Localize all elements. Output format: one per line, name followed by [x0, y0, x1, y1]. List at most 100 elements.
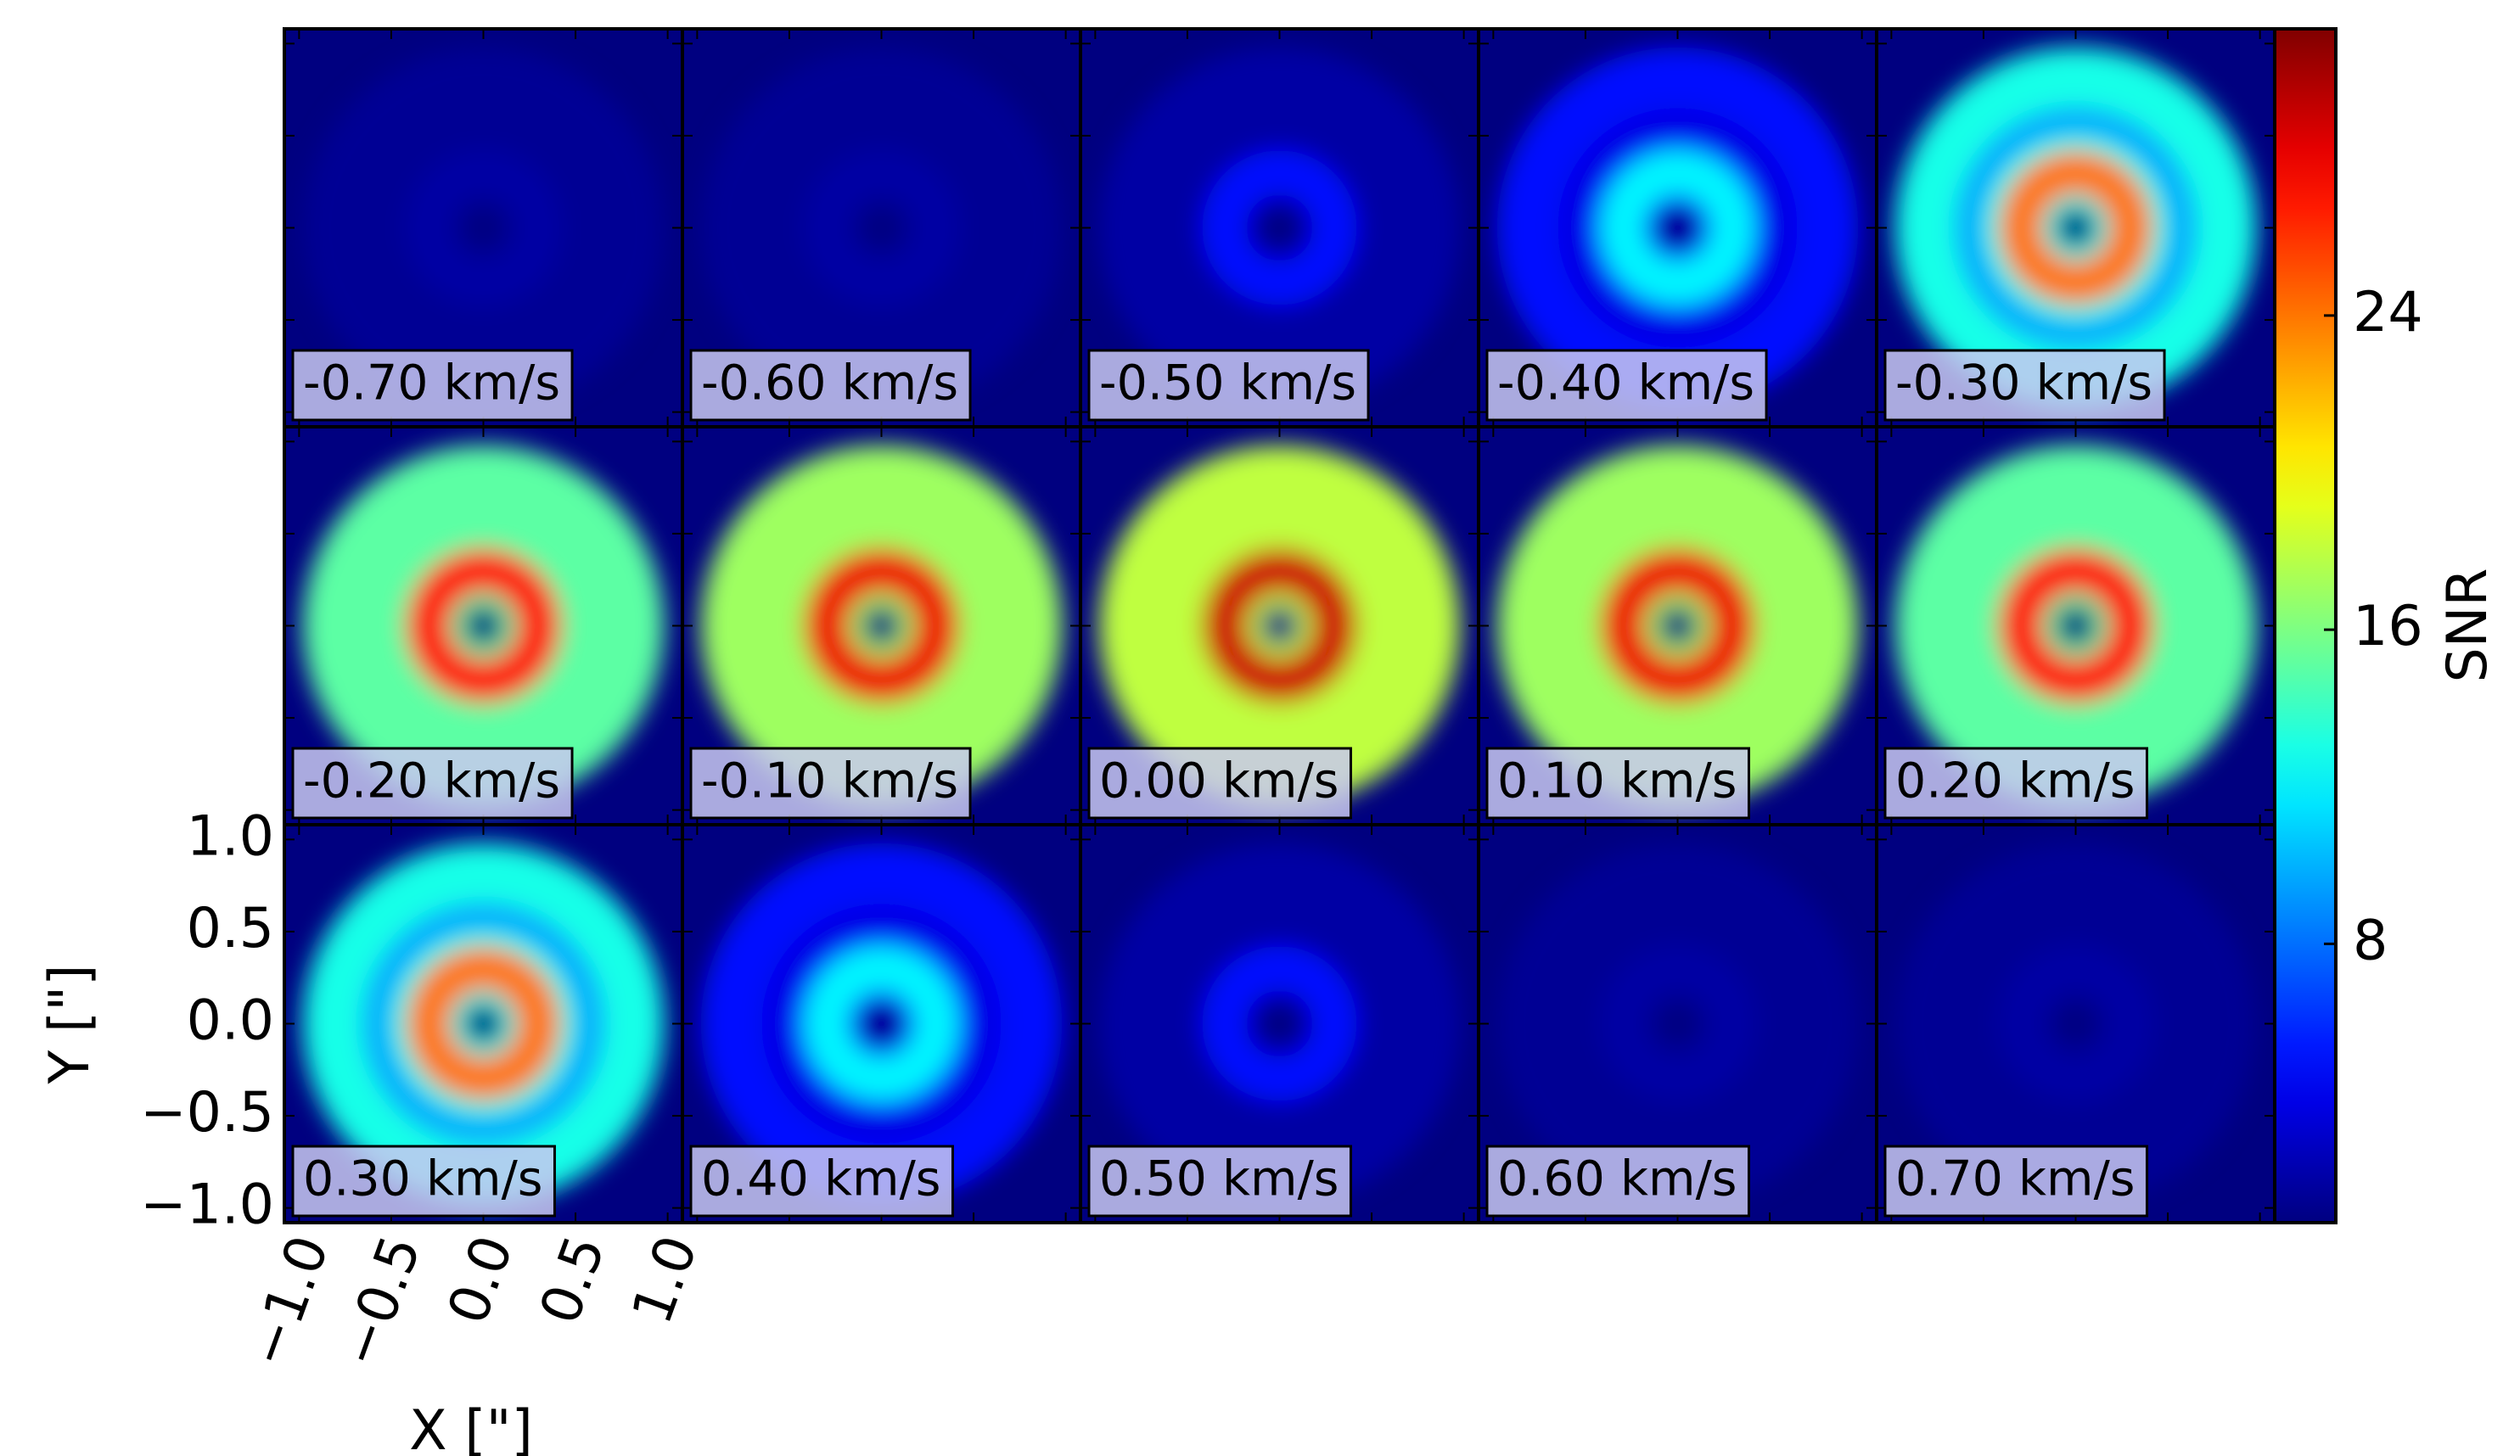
emission [1894, 47, 2257, 409]
colorbar-tick-label: 24 [2353, 281, 2423, 344]
emission [700, 445, 1063, 807]
emission [302, 445, 665, 807]
panel-label: -0.30 km/s [1895, 356, 2152, 412]
center-hole [463, 1003, 504, 1044]
panel-label: 0.50 km/s [1099, 1151, 1339, 1207]
inner-ring [406, 548, 561, 703]
center-hole [1657, 207, 1698, 249]
x-tick-label: −1.0 [236, 1228, 341, 1375]
inner-ring [804, 548, 959, 703]
inner-ring [804, 150, 959, 305]
emission [1098, 843, 1461, 1205]
center-hole [1259, 207, 1300, 249]
emission [1496, 445, 1859, 807]
panel-label-box [1883, 747, 2148, 820]
center-hole [861, 207, 902, 249]
x-tick-label: −0.5 [328, 1228, 433, 1375]
panel-label-box [1485, 1145, 1750, 1218]
emission [302, 47, 665, 409]
panel-label-box [291, 747, 574, 820]
center-hole [1259, 1003, 1300, 1044]
colorbar-label: SNR [2436, 568, 2500, 682]
panel-label: -0.20 km/s [303, 753, 560, 809]
panel-label-box [689, 349, 972, 422]
panel-label-box [291, 1145, 556, 1218]
inner-ring [1202, 150, 1357, 305]
panel-label: 0.60 km/s [1497, 1151, 1737, 1207]
emission [1894, 843, 2257, 1205]
inner-ring [804, 946, 959, 1101]
inner-ring [1600, 150, 1755, 305]
emission [1496, 843, 1859, 1205]
inner-ring [1998, 946, 2153, 1101]
center-hole [463, 207, 504, 249]
panel-label: -0.50 km/s [1099, 356, 1356, 412]
center-hole [861, 1003, 902, 1044]
panel [682, 29, 1080, 427]
panel-label: -0.70 km/s [303, 356, 560, 412]
emission [1098, 47, 1461, 409]
center-hole [1657, 1003, 1698, 1044]
gap-ring [761, 904, 1002, 1144]
panel-label: 0.40 km/s [701, 1151, 940, 1207]
panel [1080, 29, 1479, 427]
y-tick-label: 0.0 [187, 989, 274, 1053]
inner-ring [1998, 548, 2153, 703]
emission [700, 843, 1063, 1205]
center-hole [2055, 1003, 2096, 1044]
inner-ring [406, 946, 561, 1101]
colorbar-tick-label: 16 [2353, 595, 2423, 658]
x-tick-label: 0.5 [528, 1228, 618, 1332]
inner-ring [1998, 150, 2153, 305]
colorbar-tick-label: 8 [2353, 909, 2388, 972]
panel-label-box [291, 349, 574, 422]
panel [284, 825, 682, 1223]
colorbar [2273, 27, 2338, 1224]
panel-label-box [1883, 349, 2166, 422]
panel-label: 0.70 km/s [1895, 1151, 2135, 1207]
panel-label-box [1883, 1145, 2148, 1218]
y-axis-label: Y ["] [38, 965, 102, 1085]
panel-label-box [689, 1145, 954, 1218]
inner-ring [1202, 548, 1357, 703]
gap-ring [363, 904, 603, 1144]
emission [302, 843, 665, 1205]
y-tick-label: 0.5 [187, 897, 274, 960]
panel [1877, 29, 2275, 427]
gap-ring [1956, 108, 2196, 348]
emission [1098, 445, 1461, 807]
inner-ring [1202, 946, 1357, 1101]
panel-label: -0.60 km/s [701, 356, 958, 412]
emission [1894, 445, 2257, 807]
panel [1479, 29, 1877, 427]
panel-label: -0.10 km/s [701, 753, 958, 809]
inner-ring [406, 150, 561, 305]
center-hole [2055, 605, 2096, 647]
center-hole [1259, 605, 1300, 647]
panel-label-box [1087, 747, 1352, 820]
panel-label: -0.40 km/s [1497, 356, 1754, 412]
y-tick-label: 1.0 [187, 804, 274, 868]
y-tick-label: −1.0 [140, 1173, 274, 1237]
panel-label: 0.20 km/s [1895, 753, 2135, 809]
inner-ring [1600, 548, 1755, 703]
panel-label: 0.10 km/s [1497, 753, 1737, 809]
center-hole [861, 605, 902, 647]
panel-label-box [689, 747, 972, 820]
panel-label: 0.00 km/s [1099, 753, 1339, 809]
emission [1496, 47, 1859, 409]
panel-label-box [1087, 1145, 1352, 1218]
center-hole [1657, 605, 1698, 647]
panel-label-box [1087, 349, 1370, 422]
inner-ring [1600, 946, 1755, 1101]
panel-label-box [1485, 747, 1750, 820]
x-tick-label: 1.0 [620, 1228, 710, 1332]
x-axis-label: X ["] [409, 1399, 533, 1456]
center-hole [463, 605, 504, 647]
center-hole [2055, 207, 2096, 249]
y-tick-label: −0.5 [140, 1081, 274, 1145]
panel-label: 0.30 km/s [303, 1151, 542, 1207]
emission [700, 47, 1063, 409]
panel-label-box [1485, 349, 1768, 422]
